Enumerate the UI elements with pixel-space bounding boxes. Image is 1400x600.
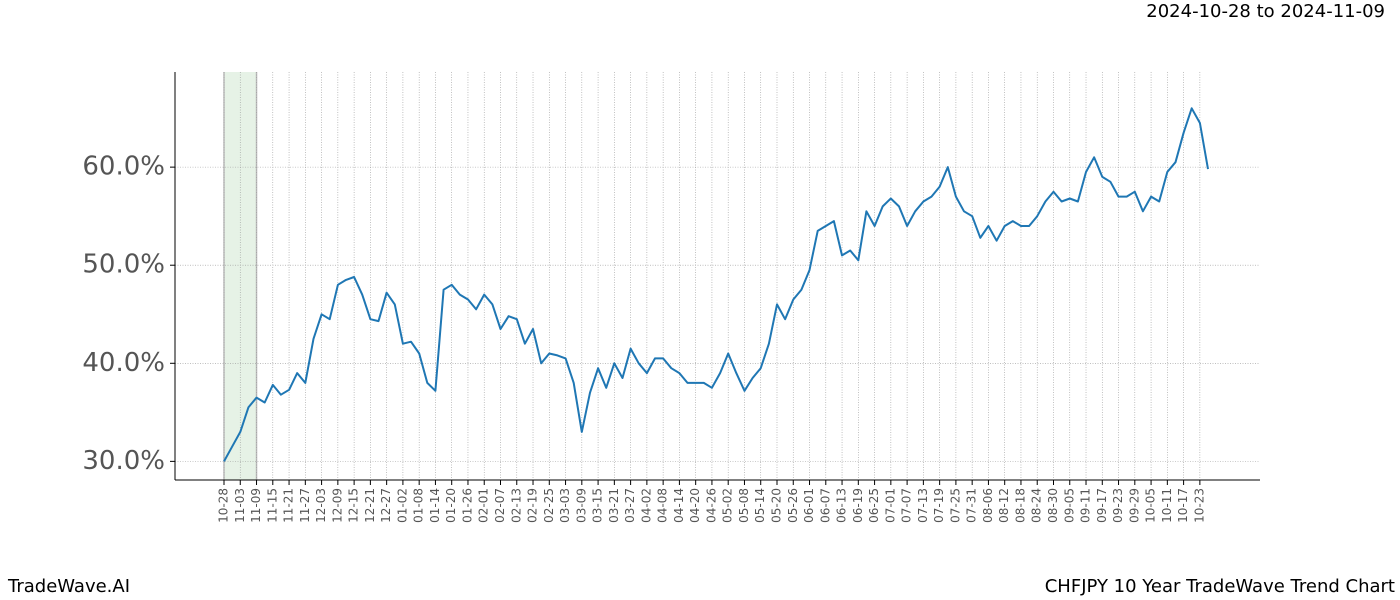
x-tick-label: 12-21 bbox=[363, 488, 377, 523]
chart-title: CHFJPY 10 Year TradeWave Trend Chart bbox=[1045, 576, 1395, 597]
x-tick-label: 02-01 bbox=[477, 488, 491, 523]
x-tick-label: 09-29 bbox=[1127, 488, 1141, 523]
x-tick-label: 08-12 bbox=[997, 488, 1011, 523]
x-tick-label: 07-31 bbox=[965, 488, 979, 523]
highlight-band bbox=[224, 72, 257, 480]
x-tick-label: 03-15 bbox=[591, 488, 605, 523]
x-tick-label: 05-20 bbox=[769, 488, 783, 523]
x-tick-label: 10-17 bbox=[1176, 488, 1190, 523]
x-tick-label: 02-07 bbox=[493, 488, 507, 523]
x-tick-label: 01-20 bbox=[444, 488, 458, 523]
x-tick-label: 08-24 bbox=[1030, 488, 1044, 523]
x-tick-label: 11-03 bbox=[233, 488, 247, 523]
x-tick-label: 05-08 bbox=[737, 488, 751, 523]
x-tick-label: 12-09 bbox=[330, 488, 344, 523]
x-tick-label: 12-03 bbox=[314, 488, 328, 523]
x-tick-label: 08-18 bbox=[1013, 488, 1027, 523]
x-tick-label: 03-09 bbox=[574, 488, 588, 523]
x-tick-label: 04-20 bbox=[688, 488, 702, 523]
chart-subtitle: 2024-10-28 to 2024-11-09 bbox=[1146, 1, 1385, 22]
x-tick-label: 07-19 bbox=[932, 488, 946, 523]
x-tick-label: 06-07 bbox=[818, 488, 832, 523]
x-tick-label: 01-08 bbox=[412, 488, 426, 523]
x-tick-label: 07-25 bbox=[948, 488, 962, 523]
x-tick-label: 02-19 bbox=[526, 488, 540, 523]
x-tick-label: 06-13 bbox=[835, 488, 849, 523]
y-tick-label: 50.0% bbox=[82, 250, 165, 280]
x-tick-label: 08-06 bbox=[981, 488, 995, 523]
x-tick-label: 07-13 bbox=[916, 488, 930, 523]
y-tick-label: 40.0% bbox=[82, 348, 165, 378]
x-tick-label: 06-19 bbox=[851, 488, 865, 523]
x-tick-label: 10-23 bbox=[1192, 488, 1206, 523]
y-tick-label: 60.0% bbox=[82, 152, 165, 182]
x-tick-label: 03-03 bbox=[558, 488, 572, 523]
x-tick-label: 11-09 bbox=[249, 488, 263, 523]
x-tick-label: 05-26 bbox=[786, 488, 800, 523]
x-tick-label: 07-07 bbox=[900, 488, 914, 523]
x-tick-label: 11-21 bbox=[282, 488, 296, 523]
x-tick-label: 01-02 bbox=[395, 488, 409, 523]
line bbox=[223, 107, 1209, 462]
x-tick-label: 10-05 bbox=[1144, 488, 1158, 523]
x-tick-label: 06-01 bbox=[802, 488, 816, 523]
x-tick-label: 04-26 bbox=[704, 488, 718, 523]
x-tick-label: 12-27 bbox=[379, 488, 393, 523]
x-tick-label: 07-01 bbox=[883, 488, 897, 523]
x-tick-label: 05-14 bbox=[753, 488, 767, 523]
x-tick-label: 04-08 bbox=[656, 488, 670, 523]
x-tick-label: 01-14 bbox=[428, 488, 442, 523]
x-tick-label: 11-15 bbox=[265, 488, 279, 523]
x-tick-label: 01-26 bbox=[460, 488, 474, 523]
x-tick-label: 06-25 bbox=[867, 488, 881, 523]
x-tick-label: 12-15 bbox=[347, 488, 361, 523]
x-tick-label: 04-02 bbox=[639, 488, 653, 523]
x-tick-label: 03-21 bbox=[607, 488, 621, 523]
x-tick-label: 08-30 bbox=[1046, 488, 1060, 523]
y-tick-label: 30.0% bbox=[82, 446, 165, 476]
x-tick-label: 02-25 bbox=[542, 488, 556, 523]
x-tick-label: 09-05 bbox=[1062, 488, 1076, 523]
x-tick-label: 03-27 bbox=[623, 488, 637, 523]
x-tick-label: 02-13 bbox=[509, 488, 523, 523]
x-tick-label: 09-17 bbox=[1095, 488, 1109, 523]
x-tick-label: 04-14 bbox=[672, 488, 686, 523]
x-tick-label: 10-28 bbox=[217, 488, 231, 523]
x-tick-label: 09-11 bbox=[1079, 488, 1093, 523]
x-tick-label: 10-11 bbox=[1160, 488, 1174, 523]
x-tick-label: 09-23 bbox=[1111, 488, 1125, 523]
x-tick-label: 05-02 bbox=[721, 488, 735, 523]
brand: TradeWave.AI bbox=[7, 576, 130, 597]
x-tick-label: 11-27 bbox=[298, 488, 312, 523]
